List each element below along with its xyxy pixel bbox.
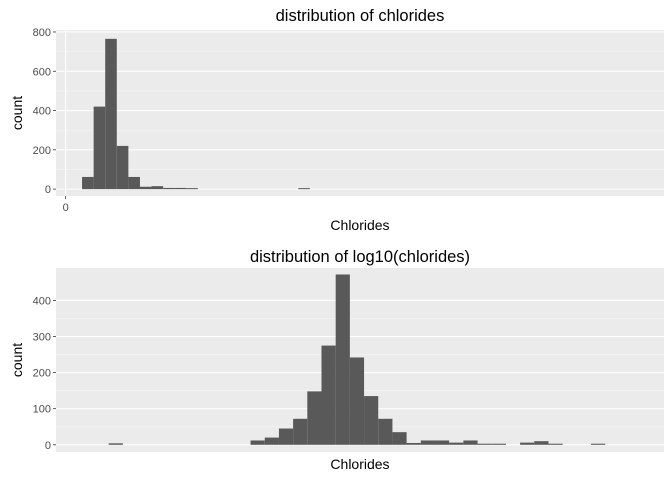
histogram-bar [264, 437, 279, 445]
histogram-bar [477, 443, 492, 445]
histogram-bar [174, 187, 187, 190]
histogram-bar [307, 391, 322, 445]
histogram-bar [548, 443, 563, 445]
histogram-bar [392, 432, 407, 445]
chart-title: distribution of log10(chlorides) [250, 248, 470, 266]
y-tick-label: 100 [33, 404, 51, 416]
histogram-bar [534, 441, 549, 445]
chart-title: distribution of chlorides [276, 7, 445, 25]
histogram-bar [520, 442, 535, 445]
histogram-bar [93, 106, 106, 190]
y-tick-label: 800 [33, 27, 51, 39]
histogram-bar [406, 442, 421, 445]
histogram-bar [364, 396, 379, 445]
histogram-bar [420, 440, 435, 445]
histogram-bar [463, 440, 478, 445]
y-axis-title: count [9, 343, 25, 377]
y-tick-label: 0 [45, 440, 51, 452]
histogram-bar [591, 443, 606, 445]
histogram-bar [378, 418, 393, 445]
histogram-bar [321, 345, 336, 445]
y-tick-label: 300 [33, 332, 51, 344]
histogram-bar [82, 176, 94, 190]
y-axis-title: count [9, 96, 25, 130]
x-axis-title: Chlorides [330, 456, 389, 472]
histogram-bar [491, 443, 506, 445]
y-tick-label: 400 [33, 106, 51, 118]
histogram-bar [163, 187, 175, 190]
histogram-bar [349, 357, 365, 445]
histogram-bar [116, 145, 129, 190]
panel-background [56, 30, 664, 196]
y-tick-label: 600 [33, 66, 51, 78]
histogram-bar [186, 188, 198, 190]
histogram-panel-1: 0 200 400 600 800 0 distribution of chlorides C… [9, 7, 664, 233]
histogram-bar [449, 442, 464, 445]
histogram-bar [278, 428, 294, 445]
histogram-bar [250, 440, 265, 445]
y-tick-label: 0 [45, 184, 51, 196]
histogram-bar [293, 418, 308, 445]
x-tick-label: 0 [63, 202, 69, 214]
histogram-bar [151, 186, 164, 190]
y-tick-label: 400 [33, 295, 51, 307]
histogram-panel-2: 0 100 200 300 400 distribution of log10(chlor… [9, 248, 664, 472]
y-tick-label: 200 [33, 368, 51, 380]
histogram-bar [335, 274, 350, 445]
histogram-bar [128, 176, 140, 190]
histogram-bar [108, 443, 123, 445]
histogram-bar [105, 38, 117, 190]
histogram-bar [139, 186, 152, 190]
x-axis-title: Chlorides [330, 217, 389, 233]
histogram-bar [298, 188, 310, 190]
histogram-bar [434, 440, 450, 445]
y-tick-label: 200 [33, 145, 51, 157]
